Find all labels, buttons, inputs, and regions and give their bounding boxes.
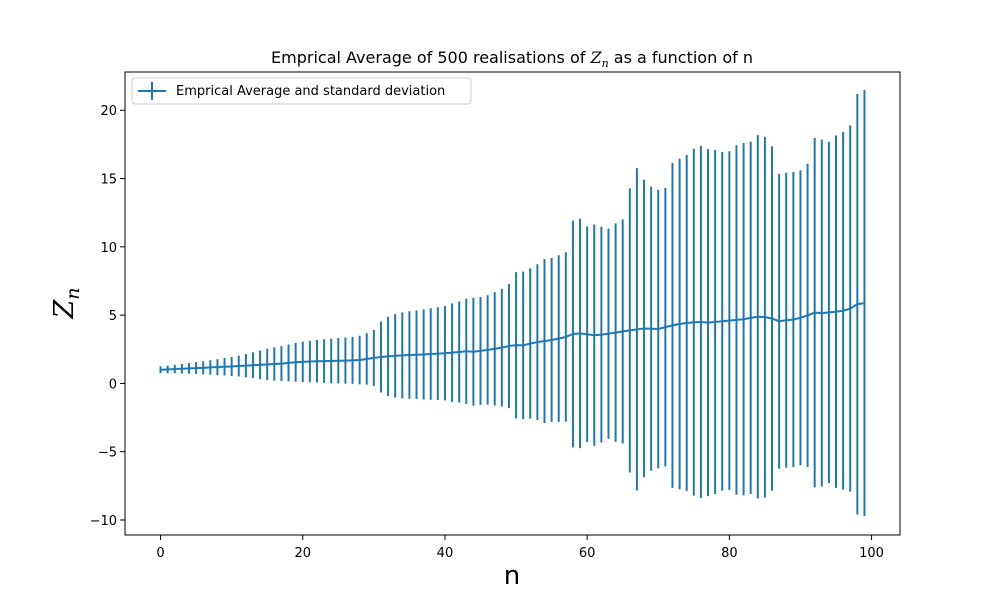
x-axis-label: n bbox=[504, 561, 520, 591]
x-tick-label: 40 bbox=[437, 546, 454, 561]
title-z: Z bbox=[589, 48, 602, 67]
axes-frame bbox=[124, 71, 901, 536]
title-suffix: as a function of n bbox=[609, 48, 753, 67]
plot-area bbox=[124, 71, 901, 536]
x-tick-label: 80 bbox=[721, 546, 738, 561]
y-axis-label-sub: n bbox=[62, 287, 84, 299]
x-tick-label: 100 bbox=[859, 546, 884, 561]
y-tick-label: 5 bbox=[109, 309, 117, 324]
y-axis-label: Zn bbox=[49, 287, 84, 319]
legend-label: Emprical Average and standard deviation bbox=[176, 84, 445, 99]
y-tick-label: 0 bbox=[109, 377, 117, 392]
series-line bbox=[160, 302, 865, 371]
y-tick-label: 20 bbox=[100, 104, 117, 119]
x-tick-label: 0 bbox=[156, 546, 164, 561]
y-tick-label: 10 bbox=[100, 241, 117, 256]
legend: Emprical Average and standard deviation bbox=[131, 77, 472, 105]
title-prefix: Emprical Average of 500 realisations of bbox=[271, 48, 590, 67]
y-axis-label-main: Z bbox=[49, 299, 80, 320]
legend-box bbox=[131, 77, 472, 105]
x-tick-label: 20 bbox=[294, 546, 311, 561]
title-sub: n bbox=[602, 57, 609, 70]
ticks: 0 20 40 60 80 100 −10 −5 0 5 10 15 20 bbox=[90, 104, 884, 561]
y-tick-label: −10 bbox=[90, 514, 117, 529]
y-tick-label: 15 bbox=[100, 173, 117, 188]
y-tick-label: −5 bbox=[98, 446, 117, 461]
chart-title: Emprical Average of 500 realisations of … bbox=[271, 48, 753, 70]
x-tick-label: 60 bbox=[579, 546, 596, 561]
